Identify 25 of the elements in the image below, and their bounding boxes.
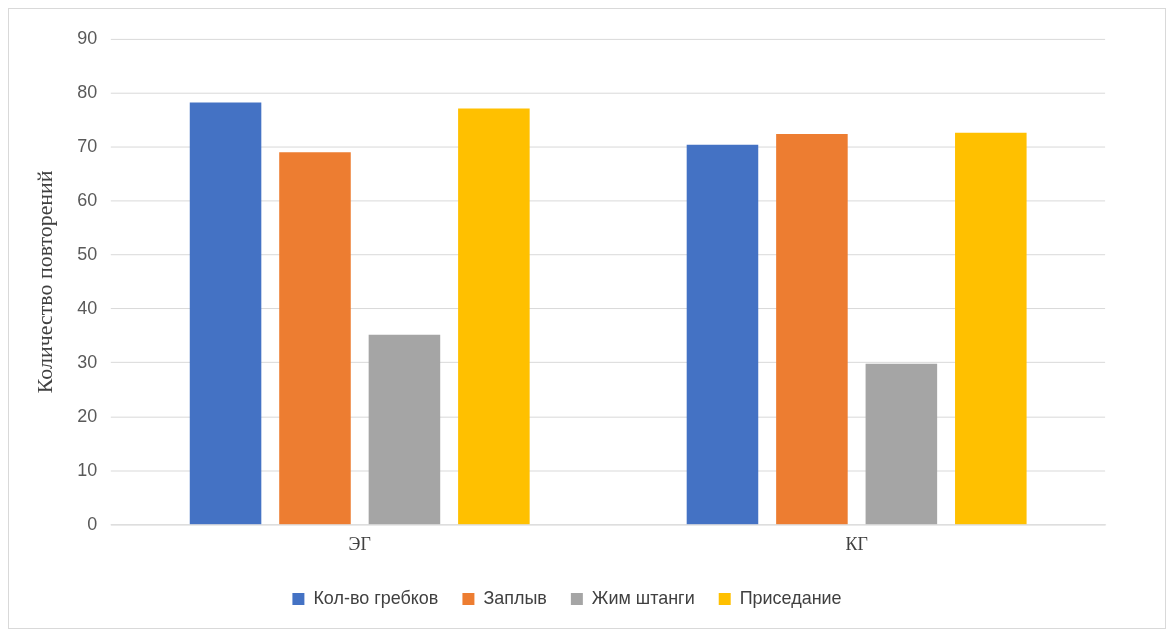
y-tick-label: 10	[77, 459, 98, 480]
legend-label: Жим штанги	[591, 588, 695, 609]
y-tick-label: 20	[77, 405, 98, 426]
y-tick-label: 40	[77, 297, 98, 318]
y-tick-label: 30	[77, 351, 98, 372]
y-tick-label: 80	[77, 81, 98, 102]
x-tick-label: ЭГ	[348, 534, 371, 555]
bar	[189, 102, 262, 525]
y-tick-label: 60	[77, 189, 98, 210]
y-axis-title: Количество повторений	[31, 170, 57, 394]
y-tick-label: 0	[87, 513, 98, 534]
y-tick-label: 90	[77, 27, 98, 48]
bar	[368, 334, 441, 525]
bar	[458, 108, 530, 525]
legend-label: Приседание	[739, 588, 842, 609]
bar	[955, 132, 1027, 525]
legend-label: Заплыв	[483, 588, 547, 609]
y-tick-label: 70	[77, 135, 98, 156]
y-tick-label: 50	[77, 243, 98, 264]
bar	[776, 133, 848, 525]
legend-label: Кол-во гребков	[313, 588, 439, 609]
x-tick-label: КГ	[845, 534, 868, 555]
bar	[686, 144, 759, 525]
bar	[279, 152, 351, 525]
bar	[865, 363, 938, 525]
